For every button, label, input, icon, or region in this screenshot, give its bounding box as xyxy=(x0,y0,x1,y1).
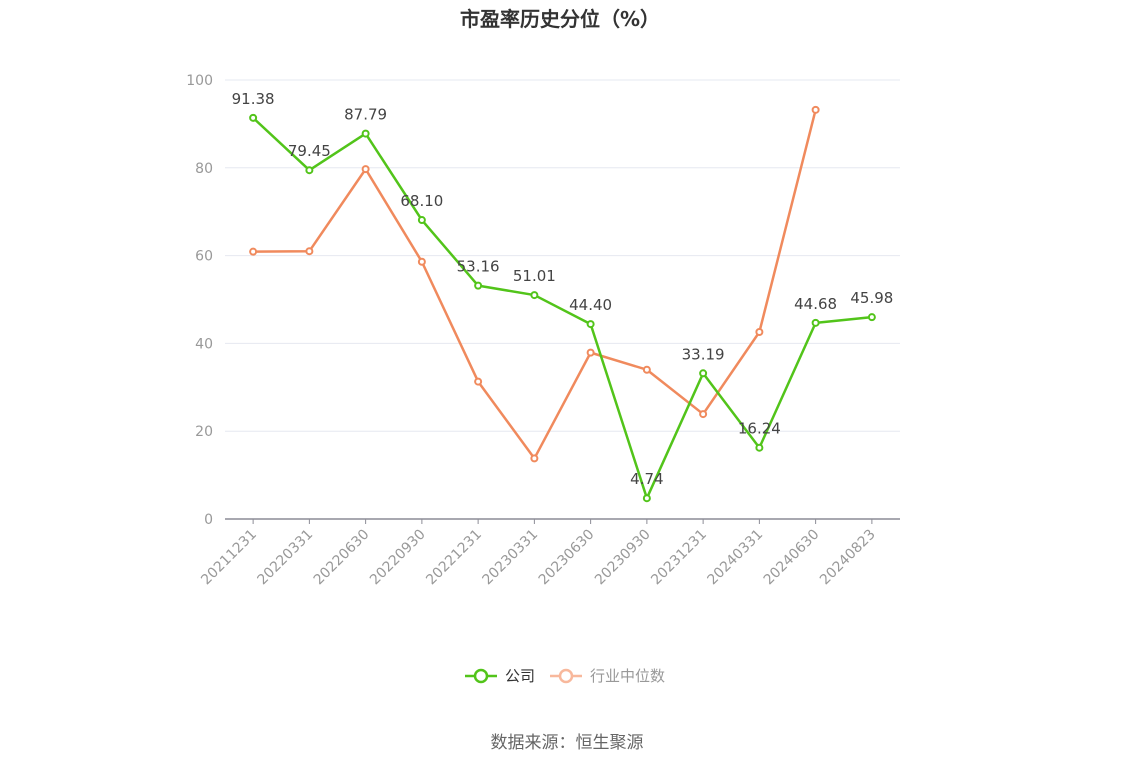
source-note: 数据来源：恒生聚源 xyxy=(491,733,644,753)
x-tick-label: 20220930 xyxy=(367,527,429,589)
y-tick-label: 80 xyxy=(195,161,213,177)
legend-swatch-marker xyxy=(473,668,489,684)
y-tick-label: 60 xyxy=(195,249,213,265)
data-label: 79.45 xyxy=(288,142,331,160)
x-tick-label: 20230930 xyxy=(592,527,654,589)
data-point xyxy=(417,216,426,225)
y-tick-label: 20 xyxy=(195,424,213,440)
x-tick-label: 20230331 xyxy=(479,527,541,589)
data-point xyxy=(586,320,595,329)
data-labels: 91.38 79.45 87.79 68.10 53.16 51.01 44.40 4.74 3… xyxy=(232,90,894,488)
data-point xyxy=(361,129,370,138)
data-point xyxy=(755,327,764,336)
data-point xyxy=(699,369,708,378)
data-point xyxy=(361,165,370,174)
data-point xyxy=(474,377,483,386)
x-tick-label: 20231231 xyxy=(648,527,710,589)
data-label: 53.16 xyxy=(457,258,500,276)
data-label: 91.38 xyxy=(232,90,275,108)
data-point xyxy=(811,318,820,327)
data-label: 45.98 xyxy=(850,289,893,307)
data-point xyxy=(642,365,651,374)
data-point xyxy=(811,105,820,114)
data-label: 51.01 xyxy=(513,267,556,285)
series-line-0 xyxy=(252,116,873,500)
data-point xyxy=(417,257,426,266)
x-tick-label: 20211231 xyxy=(198,527,260,589)
data-label: 4.74 xyxy=(630,470,663,488)
data-point xyxy=(586,348,595,357)
data-point xyxy=(867,313,876,322)
data-point xyxy=(530,291,539,300)
x-tick-label: 20220630 xyxy=(311,527,373,589)
legend-label: 行业中位数 xyxy=(590,667,665,685)
legend[interactable]: 公司 行业中位数 xyxy=(465,667,665,685)
data-point xyxy=(530,454,539,463)
data-point xyxy=(249,247,258,256)
x-tick-label: 20240630 xyxy=(761,527,823,589)
legend-label: 公司 xyxy=(505,667,535,685)
series-group xyxy=(249,105,876,503)
grid xyxy=(225,79,900,432)
data-point xyxy=(755,443,764,452)
x-tick-label: 20240331 xyxy=(704,527,766,589)
x-tick-label: 20240823 xyxy=(817,527,879,589)
x-tick-label: 20221231 xyxy=(423,527,485,589)
data-label: 16.24 xyxy=(738,420,781,438)
data-label: 44.68 xyxy=(794,295,837,313)
data-point xyxy=(642,494,651,503)
chart-title: 市盈率历史分位（%） xyxy=(460,7,660,31)
x-tick-label: 20230630 xyxy=(536,527,598,589)
x-axis: 2021123120220331202206302022093020221231… xyxy=(198,518,900,589)
x-tick-label: 20220331 xyxy=(254,527,316,589)
data-point xyxy=(699,410,708,419)
data-point xyxy=(305,247,314,256)
y-tick-label: 0 xyxy=(204,512,213,528)
data-label: 68.10 xyxy=(400,192,443,210)
data-label: 87.79 xyxy=(344,106,387,124)
data-label: 33.19 xyxy=(682,345,725,363)
data-point xyxy=(305,166,314,175)
y-tick-label: 40 xyxy=(195,336,213,352)
data-label: 44.40 xyxy=(569,296,612,314)
legend-swatch-marker xyxy=(558,668,574,684)
y-axis: 0 20 40 60 80 100 xyxy=(186,73,213,528)
data-point xyxy=(249,113,258,122)
data-point xyxy=(474,281,483,290)
y-tick-label: 100 xyxy=(186,73,213,89)
